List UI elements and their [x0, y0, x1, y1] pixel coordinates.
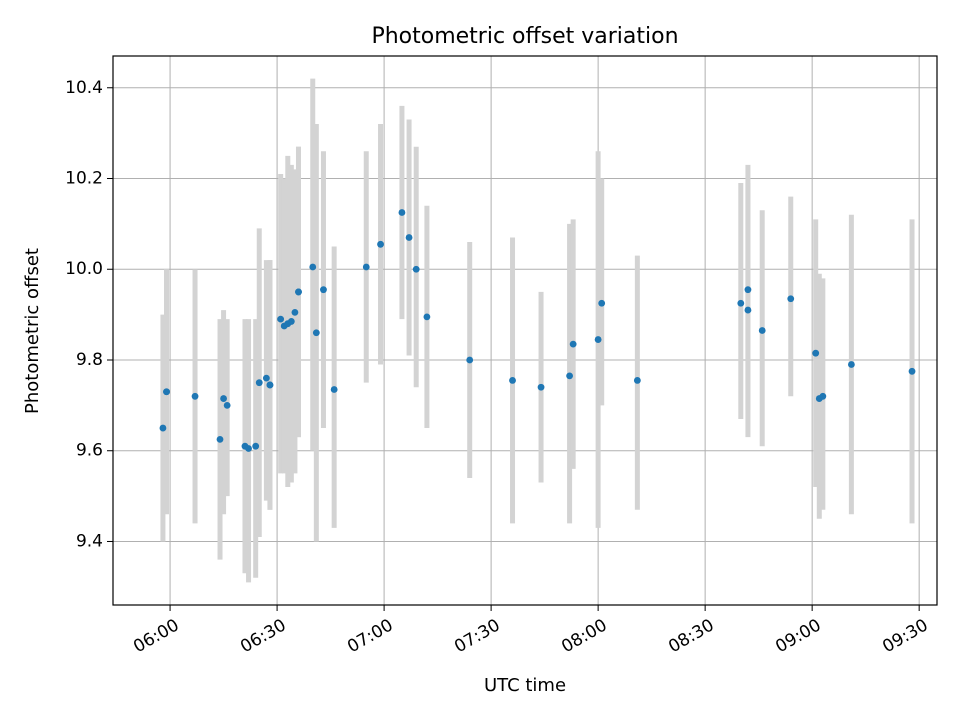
data-point: [737, 299, 745, 307]
data-point: [377, 240, 384, 248]
data-point: [509, 377, 516, 384]
y-tick-label: 10.0: [65, 259, 103, 279]
data-point: [398, 209, 406, 216]
data-point: [223, 401, 231, 409]
data-point: [362, 263, 370, 271]
data-point: [245, 445, 252, 452]
data-point: [255, 379, 263, 387]
y-axis-ticks: 9.4 9.6 9.8 10.0 10.2 10.4: [65, 78, 113, 551]
data-point: [277, 315, 285, 323]
y-tick-label: 10.4: [65, 78, 103, 98]
data-point: [252, 442, 260, 450]
data-point: [216, 435, 224, 443]
data-point: [320, 286, 327, 294]
y-tick-label: 9.8: [76, 350, 103, 370]
plot-frame: [112, 55, 938, 606]
data-point: [291, 308, 299, 316]
data-point: [220, 395, 227, 402]
data-point: [309, 263, 317, 271]
data-point: [598, 299, 606, 307]
y-axis-label: Photometric offset: [22, 248, 43, 414]
data-point: [287, 318, 295, 325]
data-point: [159, 424, 167, 432]
chart-title: Photometric offset variation: [371, 24, 678, 49]
data-point: [744, 306, 752, 314]
data-point: [466, 356, 474, 364]
data-point: [787, 295, 795, 303]
data-point: [330, 386, 338, 393]
data-point: [633, 377, 641, 384]
data-point: [812, 349, 820, 357]
data-point: [312, 329, 320, 337]
data-point: [266, 381, 274, 389]
y-tick-label: 10.2: [65, 169, 103, 189]
data-point: [758, 327, 766, 334]
data-point: [412, 265, 420, 273]
data-point: [262, 374, 270, 382]
data-point: [908, 367, 916, 375]
data-point: [744, 286, 752, 294]
data-point: [569, 340, 577, 348]
y-tick-label: 9.4: [76, 531, 103, 551]
data-point: [423, 313, 431, 321]
data-point: [566, 372, 573, 380]
data-point: [295, 288, 302, 296]
data-point: [594, 336, 602, 343]
data-point: [405, 234, 413, 241]
data-point: [847, 361, 855, 368]
data-point: [191, 392, 199, 400]
x-axis-label: UTC time: [484, 675, 566, 696]
y-tick-label: 9.6: [76, 441, 103, 461]
data-points: [159, 209, 916, 452]
data-point: [163, 388, 170, 396]
data-point: [537, 383, 545, 391]
data-point: [819, 392, 827, 400]
